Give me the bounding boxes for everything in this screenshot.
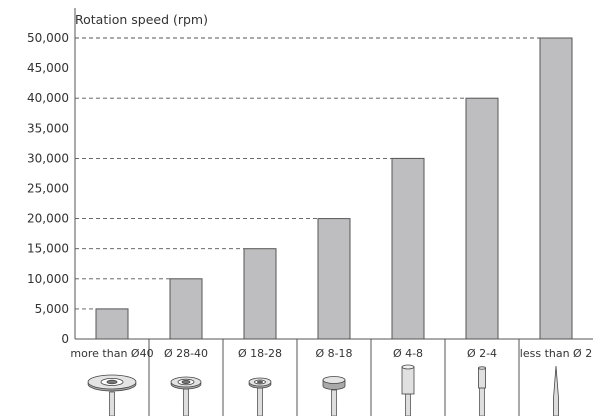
category-label: Ø 18-28 [238,347,282,360]
category-labels: more than Ø40 Ø 28-40 Ø 18-28 Ø 8-18 Ø 4-8 Ø … [70,347,592,360]
category-label: Ø 4-8 [393,347,423,360]
y-tick-label: 20,000 [27,212,69,226]
category-label: Ø 2-4 [467,347,497,360]
y-tick-label: 50,000 [27,31,69,45]
y-tick-labels: 0 5,000 10,000 15,000 20,000 25,000 30,000 35,0… [27,31,69,346]
large-disc-tool-icon [87,374,137,416]
cylinder-head-tool-icon [322,376,346,416]
gridlines [75,37,540,310]
y-tick-label: 10,000 [27,272,69,286]
category-label: Ø 8-18 [315,347,352,360]
y-tick-label: 5,000 [35,302,69,316]
y-tick-label: 0 [61,332,69,346]
y-axis-title: Rotation speed (rpm) [75,12,208,27]
small-disc-tool-icon [248,377,272,416]
medium-disc-tool-icon [170,376,202,416]
thin-cylinder-bit-tool-icon [478,366,486,416]
y-tick-label: 40,000 [27,91,69,105]
pointed-bit-tool-icon [553,365,559,416]
bar [169,278,203,340]
bar [317,218,351,340]
y-tick-label: 25,000 [27,182,69,196]
y-tick-label: 30,000 [27,151,69,165]
y-tick-label: 35,000 [27,121,69,135]
bar [391,157,425,340]
bar [539,37,573,340]
y-tick-label: 45,000 [27,61,69,75]
tool-illustrations [87,364,559,416]
bar [95,308,129,340]
category-label: more than Ø40 [70,347,153,360]
bar [465,97,499,340]
y-tick-label: 15,000 [27,242,69,256]
cylinder-bit-tool-icon [401,364,415,416]
bars [95,37,573,340]
axes [74,8,593,416]
bar [243,248,277,340]
category-label: less than Ø 2 [520,347,592,360]
category-label: Ø 28-40 [164,347,208,360]
